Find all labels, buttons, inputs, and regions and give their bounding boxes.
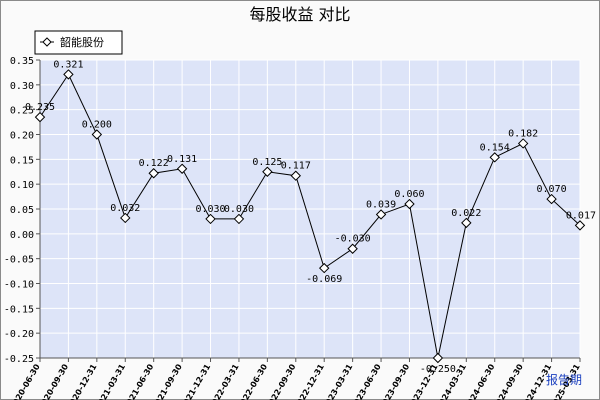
data-label: 0.060 <box>394 189 424 200</box>
data-point-marker[interactable] <box>489 152 500 163</box>
data-point-marker[interactable] <box>290 170 301 181</box>
x-tick-label: 2021-12-31 <box>179 362 213 400</box>
data-point-marker[interactable] <box>176 163 188 174</box>
data-label: 0.235 <box>25 102 55 113</box>
y-tick-label: 0.25 <box>10 106 34 117</box>
y-tick-label: 0.15 <box>10 155 34 166</box>
data-label: -0.030 <box>335 234 371 245</box>
y-tick-label: 0.30 <box>10 81 34 92</box>
data-label: 0.200 <box>82 120 112 131</box>
data-point-marker[interactable] <box>375 209 387 220</box>
data-point-marker[interactable] <box>461 217 472 229</box>
y-tick-label: 0.35 <box>10 56 34 67</box>
y-tick-label: 0.00 <box>10 230 34 241</box>
data-label: -0.069 <box>306 274 342 285</box>
data-label: 0.030 <box>224 204 254 215</box>
data-point-marker[interactable] <box>319 262 330 274</box>
data-point-marker[interactable] <box>120 212 131 224</box>
x-tick-label: 2020-12-31 <box>65 362 99 400</box>
y-tick-label: 0.10 <box>10 180 34 191</box>
y-axis-ticks: 0.35 0.30 0.25 0.20 0.15 0.10 0.05 0.00 -0.05 -0.… <box>4 56 40 365</box>
data-point-marker[interactable] <box>262 166 273 177</box>
legend-label: 韶能股份 <box>60 35 104 49</box>
x-tick-label: 2021-09-30 <box>150 362 184 400</box>
data-label: -0.250 <box>420 364 456 375</box>
data-point-marker[interactable] <box>63 69 74 80</box>
data-label: 0.131 <box>167 154 197 165</box>
legend-diamond-icon <box>42 37 52 47</box>
y-tick-label: -0.05 <box>4 255 34 266</box>
gridlines <box>39 59 581 359</box>
data-label: 0.070 <box>537 184 567 195</box>
chart-title: 每股收益 对比 <box>249 5 350 24</box>
x-tick-label: 2022-09-30 <box>264 362 298 400</box>
data-label: 0.039 <box>366 199 396 210</box>
legend[interactable]: 韶能股份 <box>34 30 123 55</box>
x-tick-label: 2020-06-30 <box>8 362 42 400</box>
data-point-marker[interactable] <box>205 213 216 225</box>
x-tick-label: 2022-03-31 <box>207 362 241 400</box>
data-label: 0.117 <box>281 161 311 172</box>
x-axis-ticks: 2020-06-302020-09-302020-12-312021-03-31… <box>8 358 582 400</box>
data-point-marker[interactable] <box>574 220 586 231</box>
y-tick-label: -0.25 <box>4 354 34 365</box>
x-tick-label: 2022-06-30 <box>236 362 270 400</box>
y-tick-label: 0.05 <box>10 205 34 216</box>
y-tick-label: 0.20 <box>10 131 34 142</box>
series-line-group <box>34 69 586 364</box>
data-point-marker[interactable] <box>404 198 415 210</box>
data-point-marker[interactable] <box>233 213 245 225</box>
data-label: 0.022 <box>451 208 481 219</box>
x-tick-label: 2023-06-30 <box>349 362 383 400</box>
series-line <box>39 73 581 359</box>
data-label: 0.321 <box>53 59 83 70</box>
x-tick-label: 2023-09-30 <box>378 362 412 400</box>
x-tick-label: 2024-06-30 <box>463 362 497 400</box>
data-point-marker[interactable] <box>546 193 557 205</box>
data-label: 0.122 <box>139 158 169 169</box>
data-point-marker[interactable] <box>347 243 358 254</box>
data-label: 0.154 <box>480 142 510 153</box>
data-label: 0.017 <box>566 210 596 221</box>
x-tick-label: 2020-09-30 <box>37 362 71 400</box>
data-label: 0.125 <box>252 157 282 168</box>
x-axis-title: 报告期 <box>546 372 582 387</box>
x-tick-label: 2021-03-31 <box>94 362 128 400</box>
data-point-marker[interactable] <box>432 352 444 364</box>
data-point-marker[interactable] <box>34 111 46 123</box>
x-tick-label: 2024-09-30 <box>492 362 526 400</box>
data-point-marker[interactable] <box>517 138 529 149</box>
legend-box <box>34 30 123 55</box>
data-point-marker[interactable] <box>148 168 159 179</box>
y-tick-label: -0.15 <box>4 304 34 315</box>
x-tick-label: 2022-12-31 <box>293 362 327 400</box>
data-label: 0.182 <box>508 128 538 139</box>
x-tick-label: 2023-03-31 <box>321 362 355 400</box>
y-tick-label: -0.10 <box>4 280 34 291</box>
x-tick-label: 2021-06-30 <box>122 362 156 400</box>
y-tick-label: -0.20 <box>4 329 34 340</box>
data-label: 0.032 <box>110 203 140 214</box>
data-point-marker[interactable] <box>91 129 103 140</box>
data-label: 0.030 <box>195 204 225 215</box>
